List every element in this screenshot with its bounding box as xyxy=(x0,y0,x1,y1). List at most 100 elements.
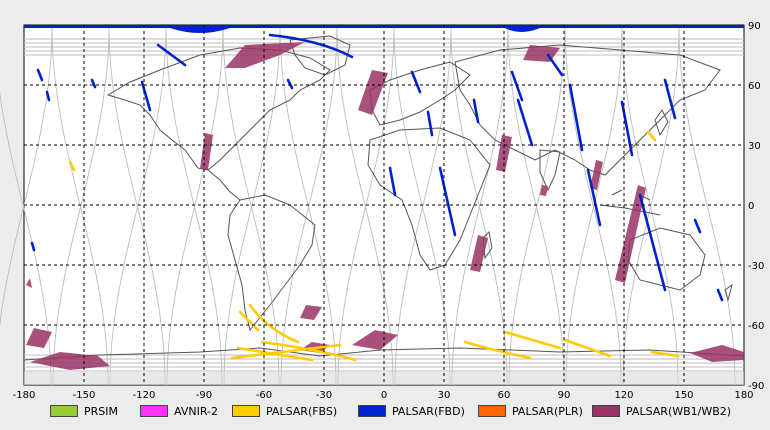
legend-item: PALSAR(WB1/WB2) xyxy=(592,404,731,418)
fbd-swath xyxy=(568,83,584,152)
orbit-track xyxy=(450,25,508,385)
legend-label: PALSAR(FBD) xyxy=(392,404,465,418)
wb-swath xyxy=(352,330,398,350)
fbs-swath xyxy=(230,343,342,360)
latitude-tick-label: 0 xyxy=(748,201,754,212)
latitude-ticks: 90 60 30 0 -30 -60 -90 xyxy=(748,21,764,392)
wb-swath xyxy=(30,352,110,370)
longitude-tick-label: 30 xyxy=(438,390,451,401)
latitude-tick-label: -30 xyxy=(748,261,764,272)
legend-label: PALSAR(PLR) xyxy=(512,404,583,418)
fbd-swath xyxy=(426,110,434,137)
longitude-tick-label: 0 xyxy=(381,390,387,401)
legend-item: PALSAR(FBD) xyxy=(358,404,465,418)
orbit-track xyxy=(0,90,52,385)
fbs-swath xyxy=(260,340,357,362)
fbs-swath xyxy=(68,160,76,172)
latitude-tick-label: -90 xyxy=(748,381,764,392)
longitude-tick-label: 120 xyxy=(614,390,633,401)
legend-swatch xyxy=(592,405,620,417)
legend-swatch xyxy=(358,405,386,417)
coastlines xyxy=(23,35,745,361)
fbd-swath xyxy=(472,98,480,124)
fbd-swath xyxy=(586,168,602,227)
fbd-swath xyxy=(716,288,724,302)
legend-item: PALSAR(PLR) xyxy=(478,404,583,418)
coast-central-america xyxy=(207,169,241,201)
fbs-swath xyxy=(650,350,680,358)
coast-antarctica xyxy=(23,347,745,361)
fbs-swath xyxy=(236,346,314,362)
legend-label: AVNIR-2 xyxy=(174,404,218,418)
longitude-tick-label: -120 xyxy=(133,390,156,401)
fbs-swath xyxy=(563,338,612,358)
fbs-swath xyxy=(503,330,562,350)
longitude-tick-label: -90 xyxy=(196,390,212,401)
latitude-tick-label: 30 xyxy=(748,141,761,152)
fbd-swath xyxy=(638,193,667,292)
legend-item: AVNIR-2 xyxy=(140,404,218,418)
coast-greenland xyxy=(289,35,351,76)
longitude-tick-label: -30 xyxy=(316,390,332,401)
fbd-swath xyxy=(546,53,564,77)
wb-swath xyxy=(200,133,213,170)
longitude-tick-label: 180 xyxy=(734,390,753,401)
legend-swatch xyxy=(50,405,78,417)
latitude-tick-label: -60 xyxy=(748,321,764,332)
coast-india xyxy=(539,149,561,192)
legend-item: PRSIM xyxy=(50,404,118,418)
wb-swath xyxy=(690,345,744,362)
wb-swath xyxy=(26,278,32,288)
coast-japan xyxy=(654,109,669,137)
fbd-swath xyxy=(36,68,44,82)
legend-label: PALSAR(WB1/WB2) xyxy=(626,404,732,418)
coast-australia xyxy=(627,227,706,291)
wb-swath xyxy=(26,328,52,348)
fbd-swath xyxy=(663,78,677,120)
fbd-swath xyxy=(516,98,534,147)
wb-swath xyxy=(590,160,603,190)
fbd-swath xyxy=(410,70,422,94)
coast-south-america xyxy=(227,194,316,332)
longitude-tick-label: -150 xyxy=(73,390,96,401)
fbs-swath xyxy=(646,130,657,142)
orbit-track xyxy=(222,25,280,385)
coast-north-america xyxy=(106,47,331,171)
longitude-ticks: -180 -150 -120 -90 -60 -30 0 30 60 90 120 150 180 xyxy=(13,390,754,401)
wb-swath xyxy=(615,185,646,283)
wb-swath xyxy=(358,70,388,115)
fbd-swath xyxy=(286,78,294,90)
wb-swath xyxy=(540,185,548,196)
coast-new-zealand xyxy=(724,283,733,302)
wb-swath xyxy=(225,42,305,68)
legend-swatch xyxy=(478,405,506,417)
swaths-palsar-fbs xyxy=(68,130,680,362)
wb-swath xyxy=(470,235,488,272)
fbs-swath xyxy=(248,303,300,344)
latitude-tick-label: 90 xyxy=(748,21,761,32)
legend-swatch xyxy=(140,405,168,417)
legend: PRSIM AVNIR-2 PALSAR(FBS) PALSAR(FBD) PALSAR… xyxy=(0,398,770,422)
orbit-track xyxy=(678,25,736,385)
longitude-tick-label: -60 xyxy=(256,390,272,401)
swaths-wb1-wb2 xyxy=(26,42,744,370)
orbit-track xyxy=(108,25,166,385)
longitude-tick-label: 90 xyxy=(558,390,571,401)
fbs-swath xyxy=(463,340,532,360)
coast-africa xyxy=(367,127,491,271)
fbd-swath xyxy=(268,33,354,59)
fbd-swath xyxy=(30,241,36,252)
orbit-track xyxy=(336,25,394,385)
coast-europe xyxy=(369,61,471,126)
fbd-swath xyxy=(90,78,97,89)
longitude-tick-label: 150 xyxy=(674,390,693,401)
fbd-swath xyxy=(693,218,702,234)
longitude-tick-label: -180 xyxy=(13,390,36,401)
fbd-swath xyxy=(510,70,524,102)
fbs-swath xyxy=(238,310,260,332)
fbd-swath xyxy=(45,90,51,102)
wb-swath xyxy=(300,305,322,320)
legend-item: PALSAR(FBS) xyxy=(232,404,337,418)
graticule xyxy=(24,25,744,385)
